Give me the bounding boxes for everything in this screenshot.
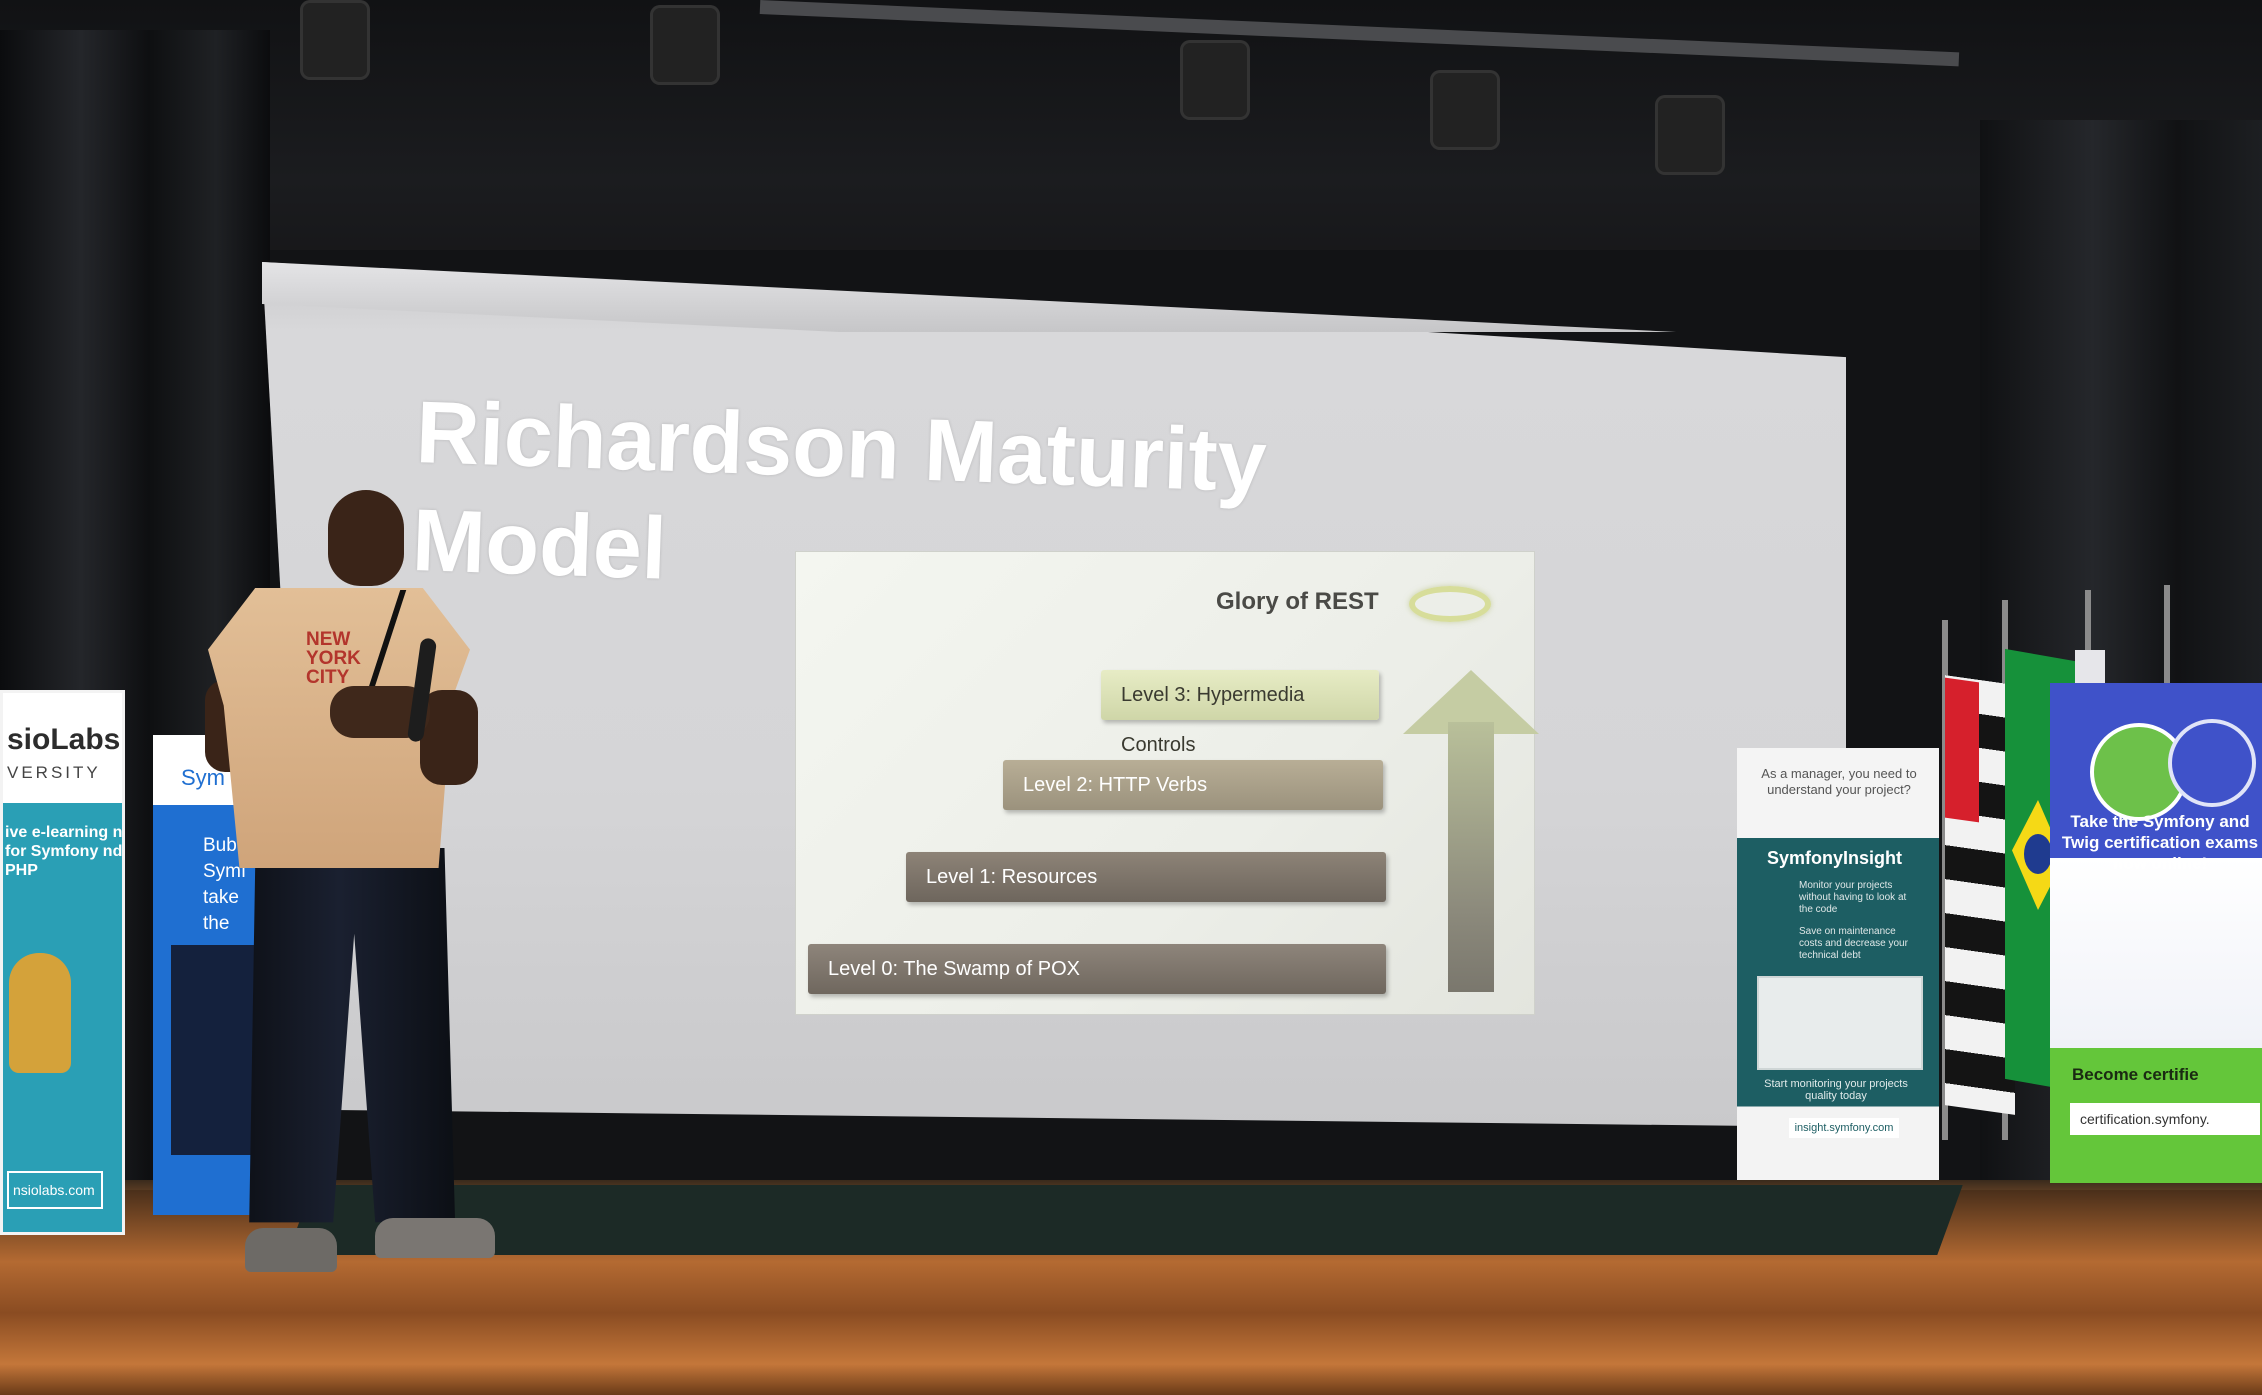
maturity-diagram: Glory of REST Level 3: Hypermedia Contro…: [795, 551, 1539, 1015]
level-2-step: Level 2: HTTP Verbs: [1003, 760, 1383, 810]
symfony-feature-panel: [171, 945, 261, 1155]
sensiolabs-banner: sioLabs VERSITY ive e-learning n for Sym…: [0, 690, 125, 1235]
arrow-shaft: [1448, 722, 1494, 992]
speaker-shoe: [245, 1228, 337, 1272]
insight-question: As a manager, you need to understand you…: [1761, 766, 1917, 797]
stage-mat: [287, 1185, 1963, 1255]
stage-light: [650, 5, 720, 85]
level-1-step: Level 1: Resources: [906, 852, 1386, 902]
stage-light: [1430, 70, 1500, 150]
certified-designer-badge-icon: [2168, 719, 2256, 807]
mascot-illustration: [9, 953, 71, 1073]
speaker-head: [328, 490, 404, 586]
stage-light: [1180, 40, 1250, 120]
sensiolabs-brand: sioLabs: [7, 723, 121, 756]
certification-banner: Take the Symfony and Twig certification …: [2050, 683, 2262, 1183]
level-0-step: Level 0: The Swamp of POX: [808, 944, 1386, 994]
stage-light: [300, 0, 370, 80]
stage-light: [1655, 95, 1725, 175]
halo-icon: [1409, 586, 1491, 622]
brazil-flag-globe: [2024, 834, 2052, 874]
symfonyinsight-banner: As a manager, you need to understand you…: [1737, 748, 1939, 1180]
insight-url: insight.symfony.com: [1789, 1118, 1899, 1138]
shirt-print: NEW YORK CITY: [306, 629, 361, 688]
level-3-step: Level 3: Hypermedia Controls: [1101, 670, 1379, 756]
insight-point-monitor: Monitor your projects without having to …: [1799, 880, 1907, 915]
sensiolabs-tagline: ive e-learning n for Symfony nd PHP: [5, 824, 123, 879]
symfony-banner: Sym Bubl wi Symf take the: [153, 735, 265, 1215]
speaker-shoe: [375, 1218, 495, 1258]
insight-cta: Start monitoring your projects quality t…: [1764, 1078, 1908, 1102]
certification-url: certification.symfony.: [2070, 1103, 2260, 1135]
sao-paulo-flag-canton: [1945, 677, 1979, 823]
insight-point-save: Save on maintenance costs and decrease y…: [1799, 926, 1908, 961]
certification-tagline: Take the Symfony and Twig certification …: [2061, 812, 2259, 873]
sensiolabs-url: nsiolabs.com: [7, 1171, 103, 1209]
flag-pole: [2164, 585, 2170, 685]
certification-become: Become certifie: [2072, 1065, 2199, 1084]
insight-brand: SymfonyInsight: [1767, 848, 1903, 868]
sensiolabs-brand-sub: VERSITY: [7, 763, 101, 782]
insight-screenshot: [1757, 976, 1923, 1070]
glory-of-rest-label: Glory of REST: [1216, 588, 1379, 615]
